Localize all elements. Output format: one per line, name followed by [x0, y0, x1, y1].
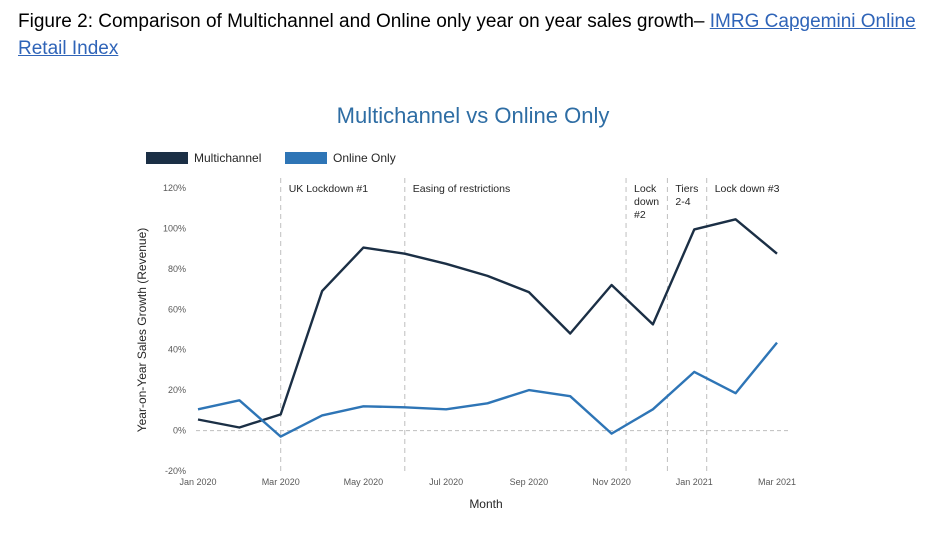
- x-tick-label: Mar 2021: [758, 477, 796, 487]
- annotation-label: down: [634, 196, 659, 208]
- caption-text: Figure 2: Comparison of Multichannel and…: [18, 11, 710, 32]
- y-tick-label: 20%: [168, 385, 186, 395]
- series-lines: [197, 218, 778, 438]
- annotation-label: #2: [634, 209, 646, 221]
- legend-swatch: [285, 152, 327, 164]
- x-tick-label: Jan 2020: [179, 477, 216, 487]
- annotation-label: 2-4: [675, 196, 690, 208]
- x-tick-label: Sep 2020: [510, 477, 549, 487]
- x-tick-label: Mar 2020: [262, 477, 300, 487]
- x-tick-label: Nov 2020: [592, 477, 631, 487]
- annotation-label: Lock: [634, 183, 657, 195]
- y-tick-label: -20%: [165, 466, 186, 476]
- annotation-label: UK Lockdown #1: [289, 183, 369, 195]
- annotation-label: Easing of restrictions: [413, 183, 510, 195]
- x-axis: Jan 2020 Mar 2020 May 2020 Jul 2020 Sep 2020…: [179, 477, 796, 487]
- chart-legend: Multichannel Online Only: [146, 151, 396, 165]
- figure-caption: Figure 2: Comparison of Multichannel and…: [18, 8, 928, 62]
- legend-swatch: [146, 152, 188, 164]
- series-line-online-only: [197, 341, 778, 438]
- x-tick-label: May 2020: [344, 477, 384, 487]
- y-tick-label: 80%: [168, 264, 186, 274]
- y-tick-label: 0%: [173, 426, 186, 436]
- y-tick-label: 60%: [168, 304, 186, 314]
- annotation-label: Tiers: [675, 183, 698, 195]
- caption-source-link[interactable]: IMRG Capgemini Online Retail Index: [18, 11, 916, 59]
- x-tick-label: Jul 2020: [429, 477, 463, 487]
- y-tick-label: 40%: [168, 345, 186, 355]
- y-tick-label: 100%: [163, 223, 186, 233]
- series-line-multichannel: [197, 218, 778, 429]
- y-axis: -20% 0% 20% 40% 60% 80% 100% 120%: [163, 183, 790, 476]
- legend-label: Multichannel: [194, 151, 261, 165]
- legend-label: Online Only: [333, 151, 396, 165]
- annotation-label: Lock down #3: [715, 183, 780, 195]
- annotations: UK Lockdown #1 Easing of restrictions Lock…: [280, 178, 780, 474]
- x-tick-label: Jan 2021: [676, 477, 713, 487]
- y-tick-label: 120%: [163, 183, 186, 193]
- x-axis-title: Month: [469, 497, 502, 511]
- y-axis-title: Year-on-Year Sales Growth (Revenue): [135, 228, 149, 433]
- chart-title: Multichannel vs Online Only: [337, 103, 610, 128]
